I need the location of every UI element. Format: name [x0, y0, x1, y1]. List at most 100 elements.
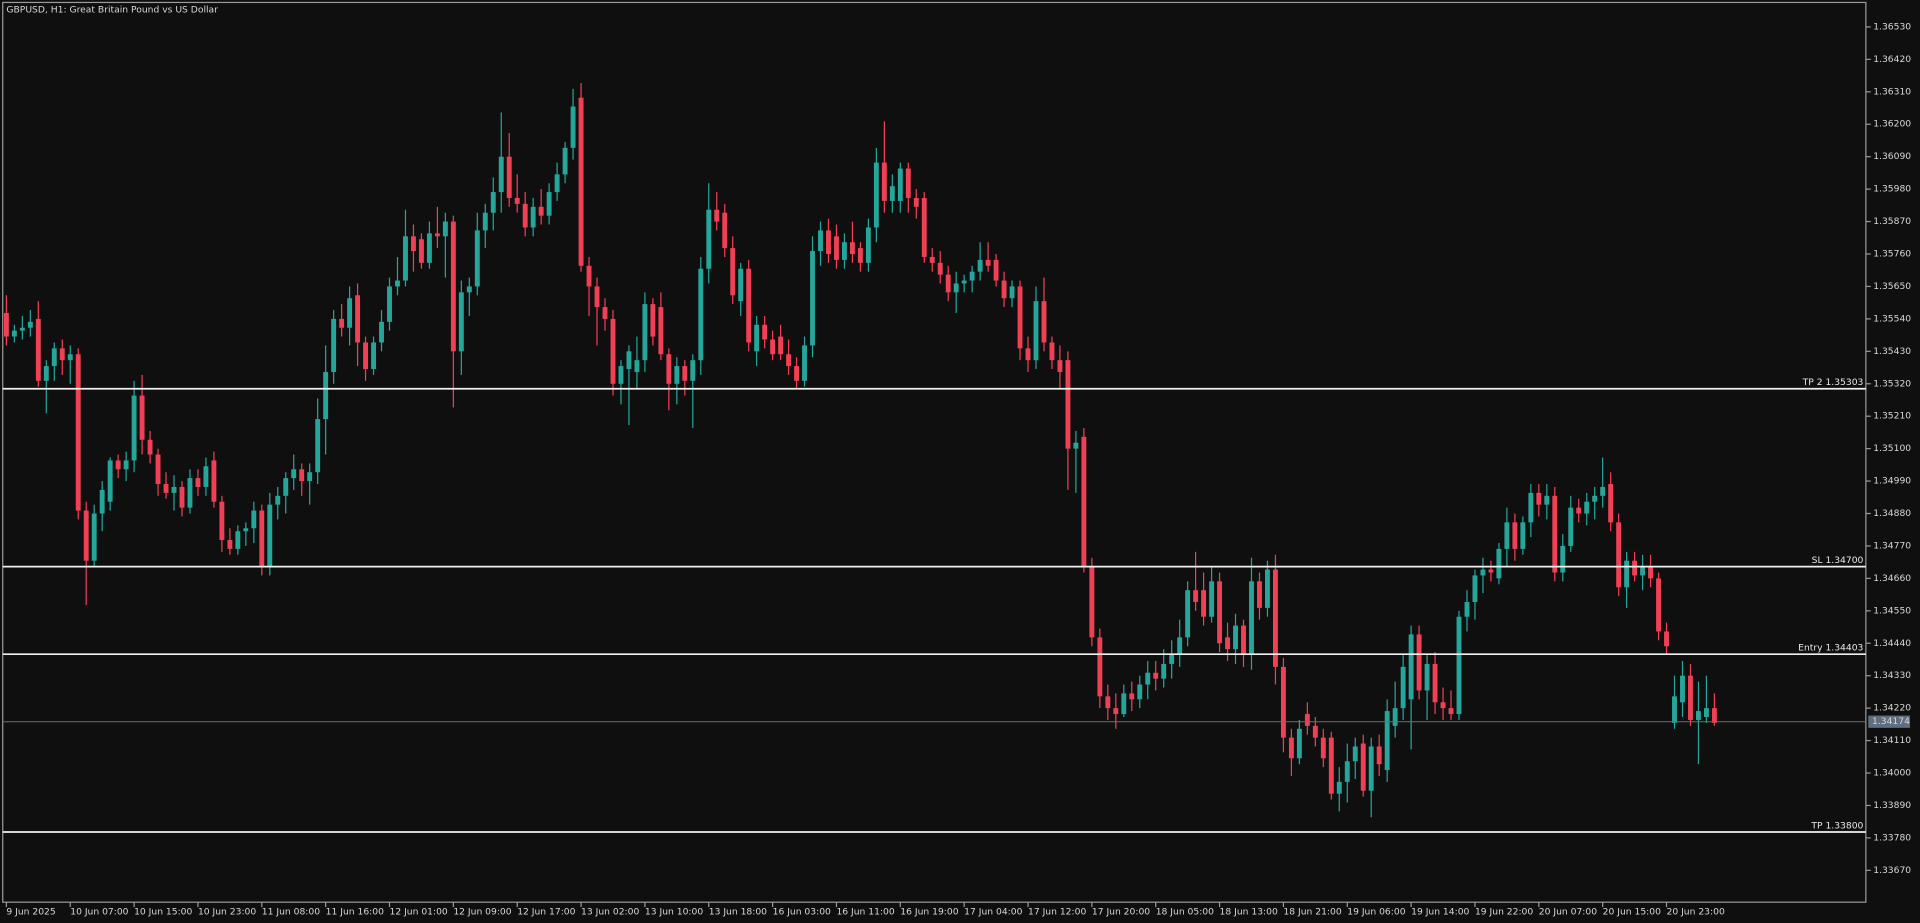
y-tick-label: 1.34660 — [1873, 573, 1911, 584]
candle-body — [67, 354, 73, 361]
candle-body — [1600, 486, 1606, 496]
x-tick-label: 20 Jun 23:00 — [1667, 906, 1725, 917]
x-tick-label: 18 Jun 21:00 — [1283, 906, 1341, 917]
candle-body — [1392, 708, 1398, 726]
candle-body — [1432, 663, 1438, 703]
candle-body — [1001, 280, 1007, 299]
candle-body — [1145, 672, 1151, 685]
candle-body — [1153, 672, 1159, 679]
candle-body — [602, 307, 608, 319]
candle-body — [1624, 560, 1630, 588]
candle-body — [115, 460, 121, 470]
candle-body — [259, 510, 265, 567]
candle-body — [482, 212, 488, 231]
bid-label-box — [1868, 715, 1910, 728]
candle-body — [1161, 663, 1167, 679]
candle-body — [634, 360, 640, 372]
candle-body — [211, 460, 217, 502]
candle-body — [315, 419, 321, 473]
candle-body — [1584, 501, 1590, 514]
candle-body — [1025, 348, 1031, 361]
candle-body — [147, 439, 153, 455]
y-tick-label: 1.34110 — [1873, 735, 1911, 746]
candle-body — [1448, 708, 1454, 715]
candle-body — [450, 221, 456, 352]
x-tick-label: 18 Jun 13:00 — [1220, 906, 1278, 917]
candle-body — [490, 192, 496, 213]
candle-body — [1057, 360, 1063, 372]
candle-body — [498, 156, 504, 193]
candle-body — [1265, 569, 1270, 608]
candle-body — [714, 209, 720, 222]
candle-body — [961, 280, 967, 284]
y-tick-label: 1.36090 — [1873, 151, 1911, 162]
candle-body — [1672, 696, 1677, 723]
candle-body — [235, 531, 241, 549]
candle-body — [426, 233, 432, 263]
candle-body — [841, 242, 847, 260]
x-tick-label: 19 Jun 06:00 — [1347, 906, 1405, 917]
candle-body — [1400, 666, 1406, 709]
candle-body — [19, 327, 25, 331]
x-tick-label: 17 Jun 04:00 — [964, 906, 1022, 917]
candle-body — [530, 206, 536, 228]
candle-body — [1177, 637, 1183, 656]
candle-body — [937, 262, 943, 275]
candle-body — [1097, 637, 1103, 697]
candle-body — [1464, 601, 1470, 617]
x-tick-label: 11 Jun 16:00 — [326, 906, 384, 917]
candle-body — [11, 330, 17, 337]
candle-body — [977, 259, 983, 272]
y-tick-label: 1.35870 — [1873, 216, 1911, 227]
candle-body — [881, 162, 887, 201]
candle-body — [387, 286, 392, 322]
candle-body — [227, 540, 233, 549]
candle-body — [650, 304, 656, 337]
candle-body — [59, 348, 65, 361]
candle-body — [1033, 301, 1039, 361]
candle-body — [267, 504, 273, 567]
candle-body — [339, 318, 345, 328]
candle-body — [1041, 301, 1047, 343]
candle-body — [1312, 725, 1318, 738]
candle-body — [243, 528, 249, 532]
candle-body — [363, 342, 369, 370]
x-tick-label: 9 Jun 2025 — [6, 906, 56, 917]
candle-body — [1480, 569, 1486, 576]
candle-body — [1568, 507, 1574, 546]
x-tick-label: 10 Jun 15:00 — [134, 906, 192, 917]
x-tick-label: 12 Jun 01:00 — [390, 906, 448, 917]
candle-body — [722, 212, 728, 249]
candle-body — [1272, 569, 1278, 667]
candle-body — [666, 354, 672, 384]
candle-body — [1424, 663, 1430, 691]
candle-body — [897, 168, 903, 201]
candle-body — [1472, 575, 1478, 602]
candle-body — [857, 248, 863, 263]
candle-body — [1408, 634, 1414, 700]
candle-body — [642, 304, 648, 361]
candle-body — [442, 221, 448, 237]
y-tick-label: 1.34880 — [1873, 508, 1911, 519]
y-tick-label: 1.36420 — [1873, 54, 1911, 65]
candle-body — [1209, 581, 1215, 617]
candle-body — [1169, 655, 1175, 664]
candle-body — [562, 147, 568, 175]
candle-body — [945, 274, 951, 293]
candle-body — [1304, 714, 1310, 726]
y-tick-label: 1.34550 — [1873, 605, 1911, 616]
candle-body — [570, 106, 576, 148]
y-tick-label: 1.34770 — [1873, 540, 1911, 551]
candle-body — [251, 510, 257, 529]
candle-body — [746, 268, 752, 343]
candle-body — [969, 271, 975, 281]
candle-body — [1496, 548, 1502, 579]
candle-body — [1193, 590, 1199, 602]
x-tick-label: 20 Jun 07:00 — [1539, 906, 1597, 917]
candle-body — [1288, 737, 1294, 759]
candle-body — [163, 484, 169, 493]
level-label: TP 1.33800 — [1810, 820, 1863, 831]
y-tick-label: 1.35100 — [1873, 443, 1911, 454]
candle-body — [466, 286, 472, 293]
candle-body — [658, 307, 664, 355]
